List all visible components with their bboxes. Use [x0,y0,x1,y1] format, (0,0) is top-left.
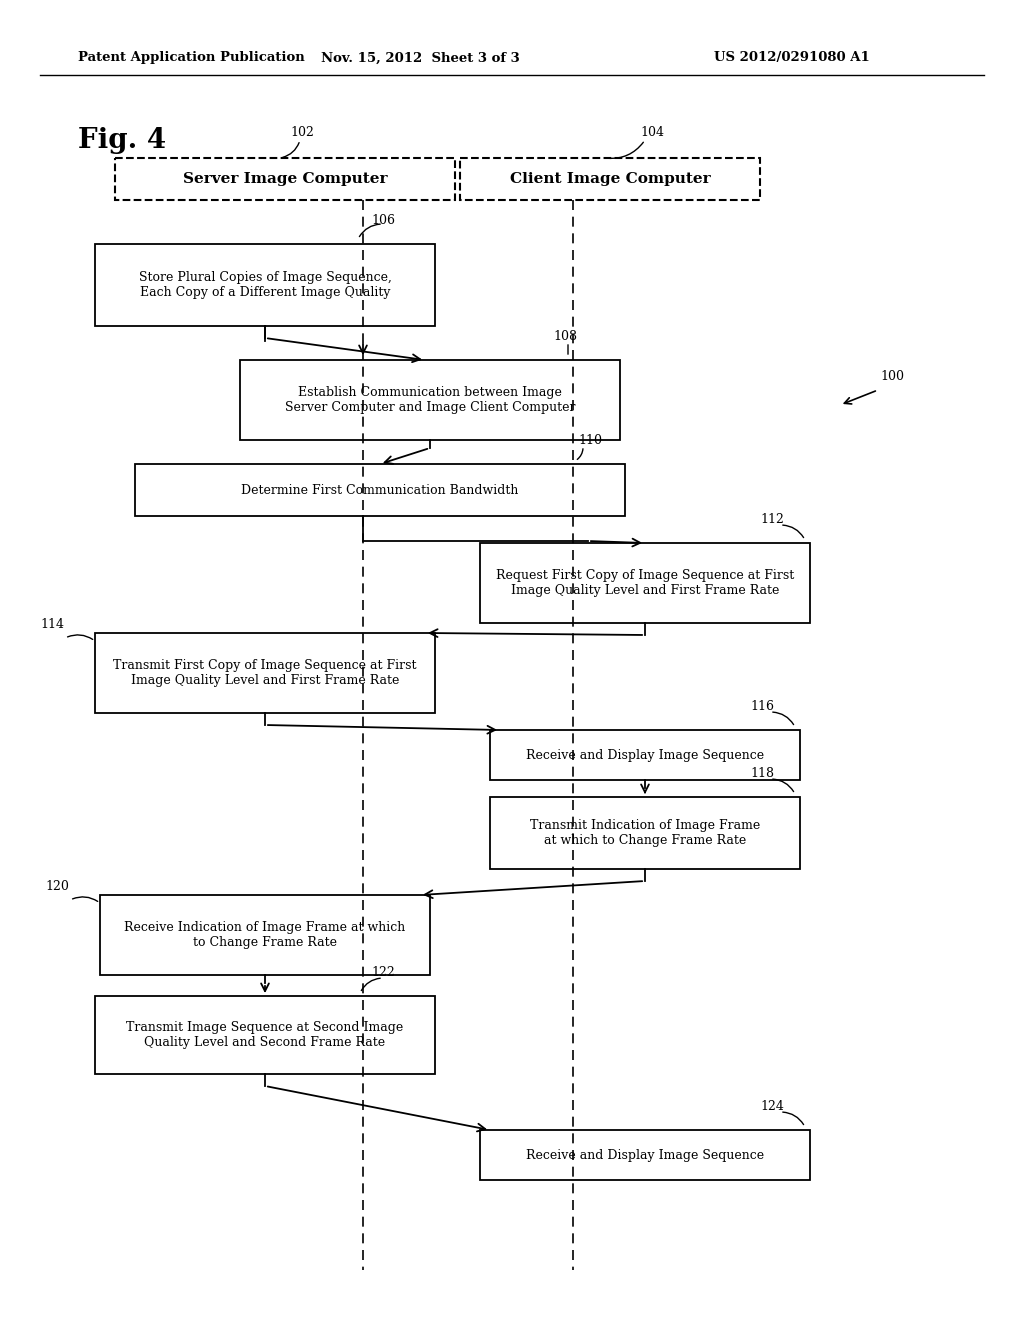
Bar [95,997,435,1074]
Text: Store Plural Copies of Image Sequence,
Each Copy of a Different Image Quality: Store Plural Copies of Image Sequence, E… [138,271,391,300]
Bar [490,797,800,869]
Bar [480,543,810,623]
Text: Receive and Display Image Sequence: Receive and Display Image Sequence [526,1148,764,1162]
Text: Server Image Computer: Server Image Computer [182,172,387,186]
Text: 114: 114 [40,618,63,631]
Text: 116: 116 [750,700,774,713]
Text: Receive and Display Image Sequence: Receive and Display Image Sequence [526,748,764,762]
Text: 124: 124 [760,1100,784,1113]
Text: Transmit Indication of Image Frame
at which to Change Frame Rate: Transmit Indication of Image Frame at wh… [529,818,760,847]
Text: Determine First Communication Bandwidth: Determine First Communication Bandwidth [242,483,519,496]
Text: 102: 102 [290,125,314,139]
Text: Transmit First Copy of Image Sequence at First
Image Quality Level and First Fra: Transmit First Copy of Image Sequence at… [114,659,417,686]
Text: 100: 100 [880,370,904,383]
Text: 112: 112 [760,513,784,525]
Bar [490,730,800,780]
Bar [95,634,435,713]
Bar [135,465,625,516]
Text: 104: 104 [640,125,664,139]
Text: 108: 108 [553,330,577,343]
Text: Fig. 4: Fig. 4 [78,127,166,153]
Bar [480,1130,810,1180]
Text: Nov. 15, 2012  Sheet 3 of 3: Nov. 15, 2012 Sheet 3 of 3 [321,51,519,65]
Text: Request First Copy of Image Sequence at First
Image Quality Level and First Fram: Request First Copy of Image Sequence at … [496,569,795,597]
Text: 106: 106 [371,214,395,227]
Text: Client Image Computer: Client Image Computer [510,172,711,186]
Text: 110: 110 [578,434,602,447]
Bar [95,244,435,326]
Bar [115,158,455,201]
Text: Patent Application Publication: Patent Application Publication [78,51,305,65]
Text: US 2012/0291080 A1: US 2012/0291080 A1 [715,51,870,65]
Bar [100,895,430,975]
Text: 120: 120 [45,880,69,894]
Text: Transmit Image Sequence at Second Image
Quality Level and Second Frame Rate: Transmit Image Sequence at Second Image … [126,1020,403,1049]
Text: 118: 118 [750,767,774,780]
Bar [460,158,760,201]
Text: Establish Communication between Image
Server Computer and Image Client Computer: Establish Communication between Image Se… [285,385,575,414]
Text: Receive Indication of Image Frame at which
to Change Frame Rate: Receive Indication of Image Frame at whi… [124,921,406,949]
Text: 122: 122 [371,966,394,979]
Bar [240,360,620,440]
